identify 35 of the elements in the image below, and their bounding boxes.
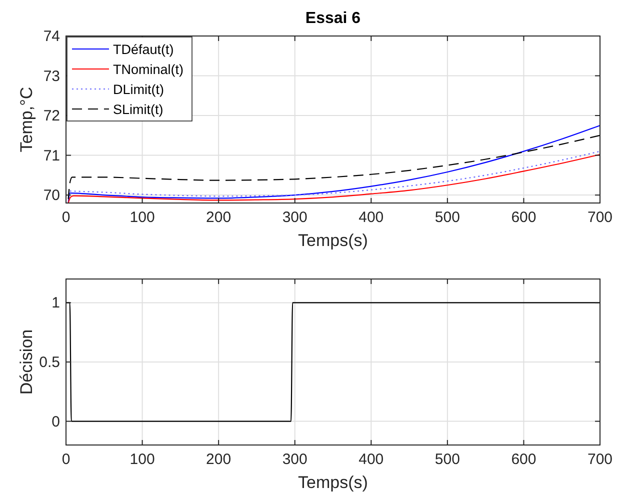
chart-title: Essai 6 [305, 10, 361, 27]
x-tick-label: 200 [206, 451, 232, 468]
x-axis-title: Temps(s) [298, 231, 368, 250]
line-series [68, 124, 601, 204]
x-tick-label: 500 [434, 451, 460, 468]
y-tick-label: 0 [52, 413, 60, 430]
x-tick-label: 600 [511, 451, 536, 468]
y-axis-title: Temp,°C [17, 86, 36, 152]
x-tick-label: 300 [282, 451, 308, 468]
y-tick-label: 71 [43, 147, 60, 164]
y-tick-label: 0.5 [39, 354, 60, 371]
y-tick-label: 72 [43, 108, 60, 125]
legend-label: SLimit(t) [113, 102, 164, 117]
legend-label: TNominal(t) [113, 62, 184, 77]
y-axis-title: Décision [17, 329, 36, 395]
line-series [68, 154, 601, 204]
x-tick-label: 200 [206, 209, 232, 226]
x-tick-label: 300 [282, 209, 308, 226]
x-tick-label: 700 [587, 451, 613, 468]
x-tick-label: 400 [358, 209, 384, 226]
y-tick-label: 70 [43, 187, 60, 204]
legend-label: TDéfaut(t) [113, 42, 174, 57]
x-tick-label: 500 [434, 209, 460, 226]
y-tick-label: 1 [52, 294, 60, 312]
line-series [68, 134, 601, 200]
y-tick-label: 73 [43, 68, 60, 85]
x-axis-title: Temps(s) [298, 473, 368, 492]
line-series [69, 150, 601, 197]
x-tick-label: 700 [587, 209, 613, 226]
x-tick-label: 100 [130, 451, 155, 468]
y-tick-label: 74 [43, 28, 60, 45]
x-tick-label: 600 [511, 209, 536, 226]
x-tick-label: 100 [130, 209, 155, 226]
legend-label: DLimit(t) [113, 82, 164, 97]
x-tick-label: 400 [358, 451, 384, 468]
